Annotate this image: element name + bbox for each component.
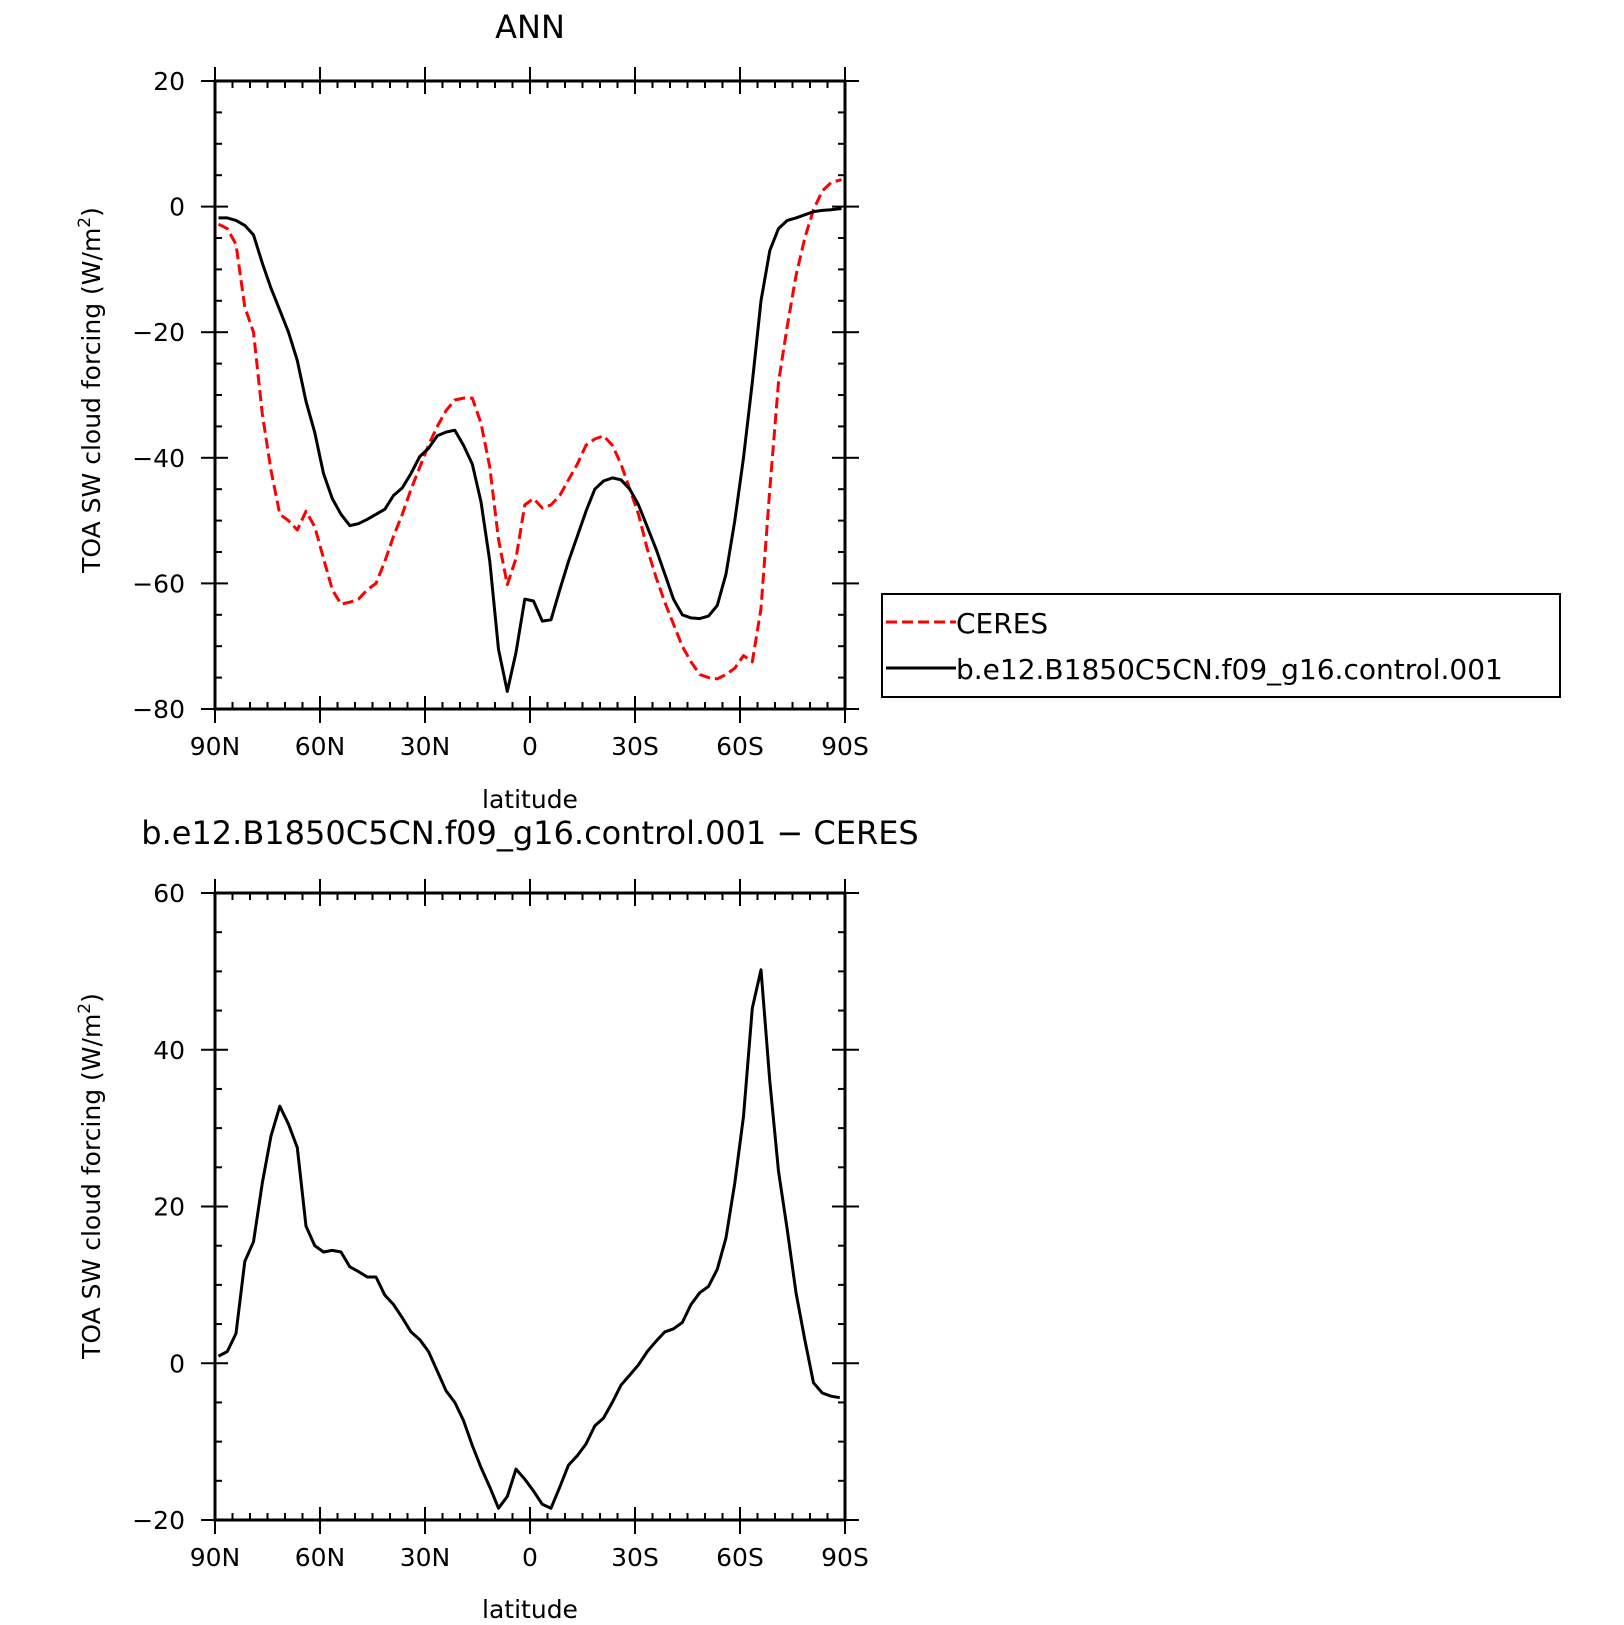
top-chart-series-b-e12-b1850c5cn-f09-g16-control-001-line: [218, 207, 842, 693]
top-chart-x-tick-label: 90N: [190, 732, 241, 761]
top-chart-x-tick-label: 90S: [821, 732, 869, 761]
top-chart-plot-area: [217, 178, 842, 693]
top-chart-series-ceres-line: [217, 178, 842, 681]
legend-label-ceres: CERES: [956, 607, 1048, 640]
top-chart-y-tick-label: −20: [132, 318, 185, 347]
bottom-chart-x-tick-label: 30S: [611, 1543, 659, 1572]
top-chart-title: ANN: [495, 8, 565, 46]
bottom-chart-x-tick-label: 30N: [400, 1543, 451, 1572]
legend-label-model: b.e12.B1850C5CN.f09_g16.control.001: [956, 653, 1503, 686]
top-chart-y-tick-label: 20: [153, 67, 185, 96]
bottom-chart-x-tick-label: 60N: [295, 1543, 346, 1572]
top-chart-y-tick-label: −80: [132, 695, 185, 724]
top-chart-x-tick-label: 30S: [611, 732, 659, 761]
legend-box: [881, 593, 1561, 698]
bottom-chart: b.e12.B1850C5CN.f09_g16.control.001 − CE…: [75, 814, 919, 1624]
top-chart-y-tick-label: −40: [132, 444, 185, 473]
top-chart-y-tick-label: 0: [169, 193, 185, 222]
bottom-chart-x-tick-label: 60S: [716, 1543, 764, 1572]
top-chart-y-axis-label: TOA SW cloud forcing (W/m2): [75, 207, 106, 574]
top-chart-x-tick-label: 0: [522, 732, 538, 761]
bottom-chart-y-tick-label: 40: [153, 1036, 185, 1065]
top-chart-x-tick-label: 60S: [716, 732, 764, 761]
bottom-chart-y-tick-label: −20: [132, 1506, 185, 1535]
legend: CERES b.e12.B1850C5CN.f09_g16.control.00…: [881, 593, 1561, 698]
bottom-chart-y-tick-label: 60: [153, 879, 185, 908]
bottom-chart-x-tick-label: 0: [522, 1543, 538, 1572]
bottom-chart-x-tick-label: 90N: [190, 1543, 241, 1572]
bottom-chart-axes: 90N 60N 30N 0 30S 60S 90S 60 40 20 0 −20: [132, 879, 869, 1572]
bottom-chart-x-tick-label: 90S: [821, 1543, 869, 1572]
top-chart-axes: 90N 60N 30N 0 30S 60S 90S 20 0 −20 −40 −60 −80: [132, 67, 869, 761]
top-chart-x-axis-label: latitude: [482, 785, 578, 814]
bottom-chart-plot-area: [217, 968, 841, 1510]
bottom-chart-series-difference-line: [217, 968, 841, 1510]
bottom-chart-title: b.e12.B1850C5CN.f09_g16.control.001 − CE…: [141, 814, 918, 852]
bottom-chart-y-axis-label: TOA SW cloud forcing (W/m2): [75, 993, 106, 1360]
top-chart: ANN 90N 60N 30N 0 30S 60S 90S 20 0 −20 −40 −60 −80 l…: [75, 8, 1561, 814]
bottom-chart-y-tick-label: 20: [153, 1193, 185, 1222]
top-chart-y-tick-label: −60: [132, 569, 185, 598]
bottom-chart-x-axis-label: latitude: [482, 1595, 578, 1624]
top-chart-x-tick-label: 60N: [295, 732, 346, 761]
bottom-chart-frame: [213, 891, 847, 1522]
bottom-chart-y-tick-label: 0: [169, 1349, 185, 1378]
top-chart-x-tick-label: 30N: [400, 732, 451, 761]
